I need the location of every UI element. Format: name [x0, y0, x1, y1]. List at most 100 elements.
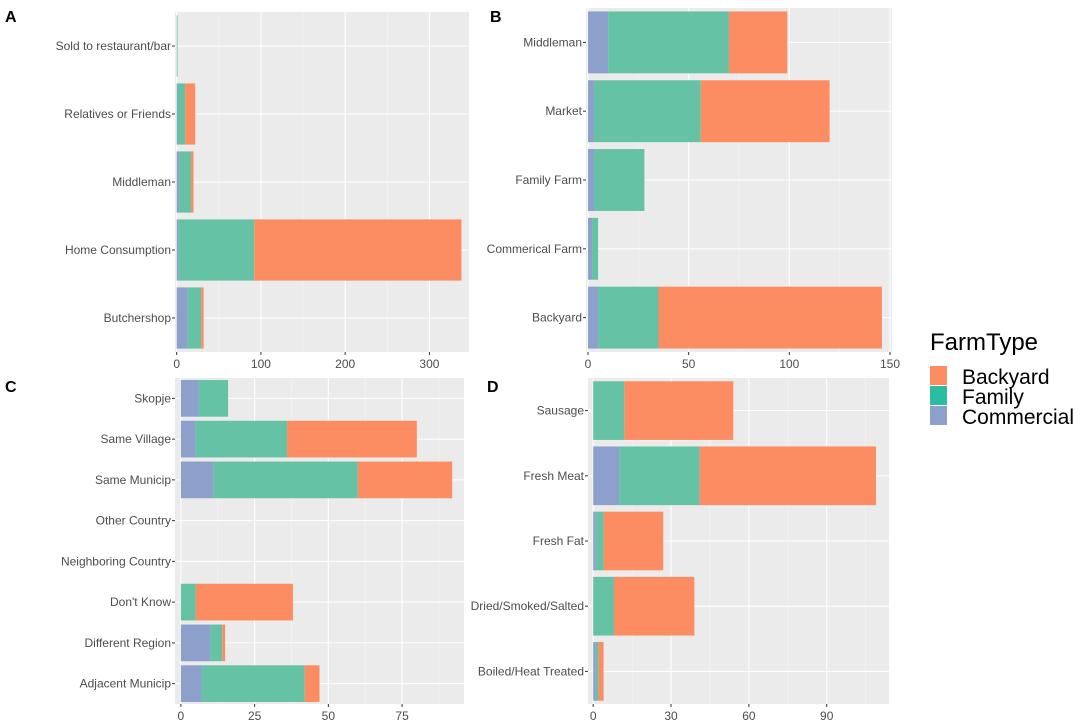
x-tick-label: 90 — [820, 709, 834, 723]
bar-commercial-backyard — [588, 286, 599, 349]
bar-backyard-fresh-fat — [603, 511, 664, 571]
bar-backyard-backyard — [658, 286, 882, 349]
bar-family-fresh-meat — [619, 446, 700, 506]
x-tick-label: 0 — [173, 357, 180, 371]
x-tick-label: 60 — [742, 709, 756, 723]
y-tick-label: Neighboring Country — [61, 554, 171, 568]
y-tick-label: Skopje — [134, 391, 171, 405]
bar-backyard-adjacent-municip — [304, 665, 320, 702]
legend: FarmType Backyard Family Commercial — [930, 329, 1074, 429]
bar-commercial-fresh-fat — [593, 511, 596, 571]
x-tick-label: 100 — [779, 357, 799, 371]
bar-family-fresh-fat — [595, 511, 604, 571]
bar-commercial-skopje — [180, 380, 199, 417]
bar-commercial-same-village — [180, 420, 196, 458]
bar-family-same-municip — [213, 461, 358, 499]
y-tick-label: Fresh Fat — [533, 534, 585, 548]
bar-commercial-boiled-heat-treated — [593, 642, 596, 701]
legend-label-commercial: Commercial — [962, 406, 1074, 429]
bar-family-sold-to-restaurant-bar — [176, 15, 178, 77]
legend-key-family — [930, 386, 947, 405]
x-tick-label: 50 — [322, 709, 336, 723]
y-tick-label: Commerical Farm — [487, 242, 582, 256]
bar-family-dried-smoked-salted — [593, 576, 614, 636]
x-tick-label: 30 — [664, 709, 678, 723]
legend-key-commercial — [930, 406, 947, 425]
bar-family-home-consumption — [178, 219, 255, 281]
y-tick-label: Middleman — [112, 175, 171, 189]
panel-d-label: D — [487, 379, 499, 396]
x-tick-label: 100 — [251, 357, 271, 371]
bar-backyard-boiled-heat-treated — [598, 642, 604, 701]
y-tick-label: Sausage — [537, 404, 585, 418]
bar-backyard-dried-smoked-salted — [613, 576, 695, 636]
legend-label-family: Family — [962, 386, 1024, 409]
panel-a: A Sold to restaurant/bar Relatives or Fri… — [5, 9, 469, 371]
bar-backyard-same-village — [287, 420, 417, 458]
bar-backyard-sausage — [624, 381, 734, 440]
bar-family-different-region — [210, 624, 223, 662]
y-tick-label: Home Consumption — [65, 243, 171, 257]
bar-commercial-fresh-meat — [593, 446, 620, 506]
bar-family-middleman — [608, 11, 729, 74]
bar-backyard-same-municip — [357, 461, 453, 499]
x-tick-label: 50 — [682, 357, 696, 371]
bar-commercial-middleman — [588, 11, 609, 74]
x-tick-label: 75 — [395, 709, 409, 723]
y-tick-label: Same Municip — [95, 473, 171, 487]
bar-family-middleman — [179, 151, 192, 213]
bar-family-skopje — [198, 380, 229, 417]
y-tick-label: Fresh Meat — [523, 469, 584, 483]
bar-backyard-relatives-or-friends — [185, 83, 196, 145]
y-tick-label: Adjacent Municip — [80, 677, 172, 691]
legend-label-backyard: Backyard — [962, 366, 1050, 389]
bar-commercial-same-municip — [180, 461, 214, 499]
y-tick-label: Family Farm — [515, 173, 582, 187]
bar-family-backyard — [598, 286, 659, 349]
bar-family-adjacent-municip — [201, 665, 305, 702]
panel-b: B Middleman Market Family Farm Commerical F… — [487, 8, 900, 371]
panel-d: D Sausage Fresh Meat Fresh Fat Dried/Smoked… — [471, 378, 889, 723]
bar-commercial-family-farm — [588, 149, 595, 211]
y-tick-label: Sold to restaurant/bar — [56, 39, 171, 53]
y-tick-label: Market — [545, 104, 582, 118]
x-tick-label: 0 — [178, 709, 185, 723]
bar-commercial-different-region — [180, 624, 211, 662]
bar-family-butchershop — [187, 287, 202, 349]
bar-family-same-village — [195, 420, 288, 458]
bar-family-sausage — [593, 381, 625, 440]
y-tick-label: Don't Know — [110, 595, 171, 609]
bar-commercial-home-consumption — [176, 219, 179, 281]
bar-backyard-middleman — [191, 151, 194, 213]
y-tick-label: Same Village — [101, 432, 172, 446]
x-tick-label: 0 — [585, 357, 592, 371]
bar-backyard-fresh-meat — [699, 446, 877, 506]
bar-family-boiled-heat-treated — [595, 642, 599, 701]
x-tick-label: 150 — [880, 357, 900, 371]
x-tick-label: 200 — [335, 357, 355, 371]
bar-backyard-home-consumption — [254, 219, 462, 281]
bar-commercial-adjacent-municip — [180, 665, 202, 702]
bar-commercial-market — [588, 80, 595, 143]
panel-c: C Skopje Same Village Same Municip Other Co… — [5, 378, 464, 723]
bar-family-relatives-or-friends — [177, 83, 186, 145]
bar-backyard-market — [700, 80, 830, 143]
bar-family-don-t-know — [180, 583, 196, 621]
bar-commercial-middleman — [176, 151, 180, 213]
y-tick-label: Middleman — [523, 35, 582, 49]
y-tick-label: Dried/Smoked/Salted — [471, 599, 584, 613]
legend-key-backyard — [930, 366, 947, 385]
bar-family-family-farm — [594, 149, 645, 211]
legend-title: FarmType — [930, 329, 1038, 356]
bar-family-commerical-farm — [592, 217, 599, 280]
panel-c-label: C — [5, 379, 17, 396]
bar-backyard-different-region — [222, 624, 226, 662]
bar-backyard-butchershop — [201, 287, 204, 349]
y-tick-label: Relatives or Friends — [64, 107, 171, 121]
bar-commercial-butchershop — [176, 287, 188, 349]
bar-backyard-don-t-know — [195, 583, 293, 621]
y-tick-label: Butchershop — [104, 311, 172, 325]
panel-a-label: A — [5, 9, 17, 26]
x-tick-label: 300 — [419, 357, 439, 371]
